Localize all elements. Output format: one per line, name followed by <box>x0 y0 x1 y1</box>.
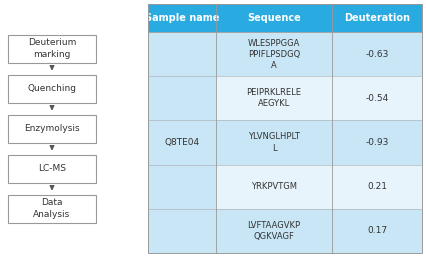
Text: -0.63: -0.63 <box>365 50 388 59</box>
Text: Enzymolysis: Enzymolysis <box>24 124 80 133</box>
Bar <box>148 4 421 32</box>
FancyBboxPatch shape <box>8 34 96 62</box>
Text: Q8TE04: Q8TE04 <box>164 138 199 147</box>
Bar <box>216 209 331 253</box>
FancyBboxPatch shape <box>8 75 96 103</box>
Text: Deuterium
marking: Deuterium marking <box>28 39 76 59</box>
Text: LVFTAAGVKP
QGKVAGF: LVFTAAGVKP QGKVAGF <box>247 221 300 241</box>
Bar <box>148 32 216 253</box>
Bar <box>331 120 421 164</box>
Bar <box>331 209 421 253</box>
FancyBboxPatch shape <box>8 154 96 182</box>
Bar <box>331 76 421 120</box>
Text: LC-MS: LC-MS <box>38 164 66 173</box>
Text: 0.17: 0.17 <box>366 226 386 235</box>
Bar <box>216 164 331 209</box>
Bar <box>216 32 331 76</box>
FancyBboxPatch shape <box>8 115 96 142</box>
Text: Sample name: Sample name <box>144 13 219 23</box>
Text: 0.21: 0.21 <box>366 182 386 191</box>
Text: YLVNGLHPLT
L: YLVNGLHPLT L <box>248 132 299 153</box>
Text: Sequence: Sequence <box>247 13 300 23</box>
Text: Data
Analysis: Data Analysis <box>33 198 70 218</box>
Bar <box>216 120 331 164</box>
Bar <box>331 32 421 76</box>
Bar <box>216 76 331 120</box>
Text: -0.54: -0.54 <box>365 94 388 103</box>
Text: WLESPPGGA
PPIFLPSDGQ
A: WLESPPGGA PPIFLPSDGQ A <box>247 39 299 70</box>
Text: Quenching: Quenching <box>27 84 76 93</box>
FancyBboxPatch shape <box>8 195 96 223</box>
Text: YRKPVTGM: YRKPVTGM <box>250 182 296 191</box>
Text: -0.93: -0.93 <box>365 138 388 147</box>
Text: PEIPRKLRELE
AEGYKL: PEIPRKLRELE AEGYKL <box>246 88 301 108</box>
Bar <box>148 4 421 253</box>
Text: Deuteration: Deuteration <box>343 13 409 23</box>
Bar <box>331 164 421 209</box>
